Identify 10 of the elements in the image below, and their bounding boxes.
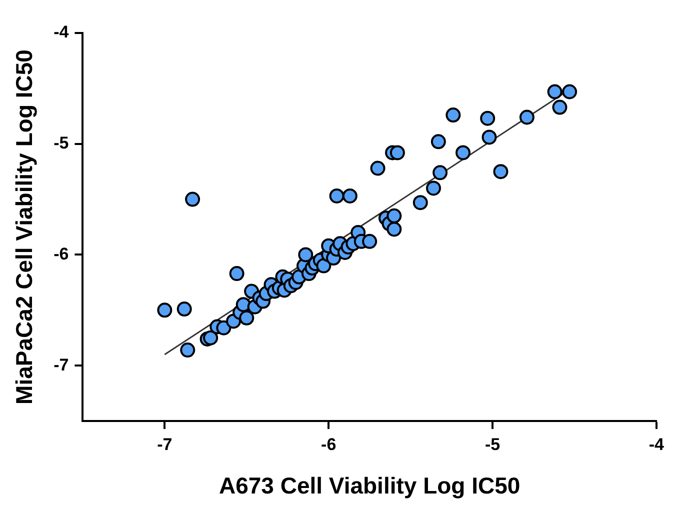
x-axis-title: A673 Cell Viability Log IC50 (218, 472, 520, 499)
x-tick-label: -4 (648, 434, 665, 454)
x-tick-label: -6 (321, 434, 336, 454)
y-tick-label: -4 (54, 22, 70, 42)
y-tick-label: -7 (54, 355, 69, 374)
x-tick-label: -7 (157, 434, 172, 454)
x-tick-label: -5 (484, 434, 500, 454)
y-tick-label: -5 (54, 134, 69, 153)
y-tick-label: -6 (54, 244, 69, 264)
y-axis-title: MiaPaCa2 Cell Viability Log IC50 (11, 50, 38, 404)
